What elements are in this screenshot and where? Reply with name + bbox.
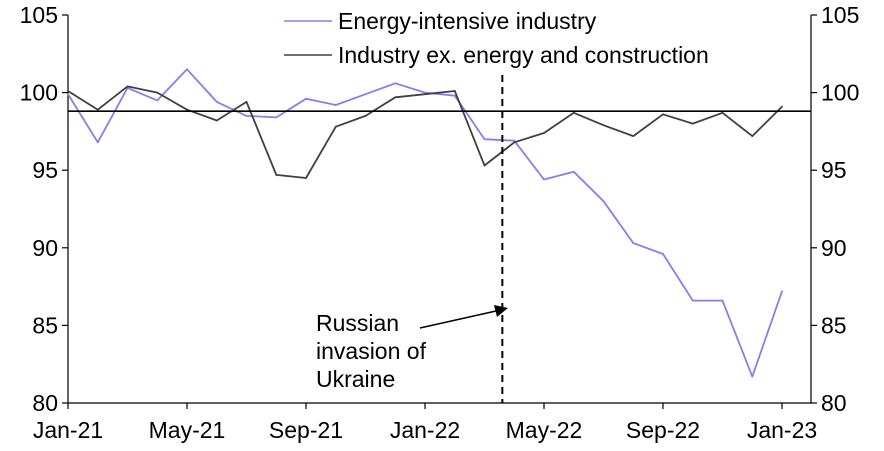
annotation-arrow-shaft [419, 310, 497, 329]
data-point-energy-intensive [67, 93, 69, 96]
data-point-energy-intensive [691, 299, 694, 302]
series-line-industry-ex-energy [67, 85, 783, 179]
annotation-line-2: invasion of [316, 338, 427, 364]
data-point-energy-intensive [751, 375, 754, 378]
right-tick-label: 100 [821, 80, 859, 106]
data-point-industry-ex-energy [483, 164, 486, 167]
data-point-industry-ex-energy [275, 173, 278, 176]
data-point-industry-ex-energy [96, 108, 99, 111]
data-point-industry-ex-energy [602, 124, 605, 127]
right-tick-label: 95 [821, 157, 847, 183]
data-point-industry-ex-energy [245, 101, 248, 103]
x-tick-label: Sep-22 [626, 417, 700, 443]
data-point-industry-ex-energy [453, 90, 456, 92]
data-point-energy-intensive [632, 242, 635, 245]
data-point-energy-intensive [394, 82, 397, 85]
data-point-industry-ex-energy [305, 177, 307, 179]
data-point-industry-ex-energy [781, 105, 783, 108]
data-point-energy-intensive [602, 200, 605, 203]
data-point-industry-ex-energy [572, 111, 575, 114]
data-point-industry-ex-energy [632, 135, 635, 137]
data-point-energy-intensive [334, 104, 337, 106]
data-point-industry-ex-energy [156, 91, 159, 94]
event-annotation: Russian invasion of Ukraine [316, 305, 508, 392]
data-point-energy-intensive [424, 91, 426, 94]
left-tick-label: 100 [20, 80, 58, 106]
left-tick-label: 80 [32, 390, 58, 416]
right-tick-label: 90 [821, 235, 847, 261]
data-point-energy-intensive [305, 97, 307, 100]
data-point-energy-intensive [156, 99, 159, 102]
data-point-energy-intensive [721, 299, 724, 302]
x-tick-label: Jan-21 [33, 417, 103, 443]
annotation-line-1: Russian [316, 310, 399, 336]
data-point-energy-intensive [543, 178, 545, 181]
legend-label-energy-intensive: Energy-intensive industry [338, 8, 597, 34]
data-point-industry-ex-energy [334, 125, 337, 128]
data-point-energy-intensive [245, 114, 248, 117]
data-point-energy-intensive [96, 141, 99, 144]
left-tick-label: 95 [32, 157, 58, 183]
data-point-energy-intensive [215, 101, 218, 103]
x-tick-label: Jan-22 [390, 417, 460, 443]
legend-label-industry-ex-energy: Industry ex. energy and construction [338, 42, 709, 68]
x-tick-label: Jan-23 [747, 417, 817, 443]
left-tick-label: 85 [32, 312, 58, 338]
left-y-ticks: 80 85 90 95 100 105 [20, 2, 68, 416]
data-point-energy-intensive [662, 253, 664, 255]
data-point-industry-ex-energy [394, 96, 397, 99]
data-point-industry-ex-energy [513, 141, 516, 144]
series-group [67, 68, 783, 378]
data-point-energy-intensive [186, 68, 188, 71]
data-point-industry-ex-energy [691, 122, 694, 125]
annotation-arrow-head [494, 305, 508, 317]
data-point-energy-intensive [275, 116, 278, 119]
data-point-energy-intensive [781, 290, 783, 293]
data-point-industry-ex-energy [751, 135, 754, 137]
data-point-energy-intensive [453, 94, 456, 97]
left-tick-label: 105 [20, 2, 58, 28]
data-point-industry-ex-energy [67, 90, 69, 92]
legend: Energy-intensive industry Industry ex. e… [284, 8, 709, 68]
data-point-energy-intensive [483, 138, 486, 141]
annotation-line-3: Ukraine [316, 366, 395, 392]
data-point-industry-ex-energy [543, 132, 545, 134]
data-point-energy-intensive [364, 93, 367, 96]
x-tick-label: May-21 [149, 417, 226, 443]
data-point-industry-ex-energy [662, 113, 664, 116]
data-point-industry-ex-energy [215, 119, 218, 122]
right-y-ticks: 80 85 90 95 100 105 [811, 2, 859, 416]
x-ticks: Jan-21 May-21 Sep-21 Jan-22 May-22 Sep-22 Jan-… [33, 403, 817, 443]
right-tick-label: 105 [821, 2, 859, 28]
data-point-energy-intensive [513, 139, 516, 142]
data-point-industry-ex-energy [126, 85, 129, 88]
data-point-industry-ex-energy [424, 93, 426, 96]
data-point-energy-intensive [572, 170, 575, 173]
data-point-industry-ex-energy [186, 108, 188, 111]
series-line-energy-intensive [67, 68, 783, 378]
x-tick-label: Sep-21 [269, 417, 343, 443]
left-tick-label: 90 [32, 235, 58, 261]
data-point-industry-ex-energy [721, 111, 724, 114]
right-tick-label: 80 [821, 390, 847, 416]
x-tick-label: May-22 [506, 417, 583, 443]
data-point-industry-ex-energy [364, 114, 367, 117]
right-tick-label: 85 [821, 312, 847, 338]
